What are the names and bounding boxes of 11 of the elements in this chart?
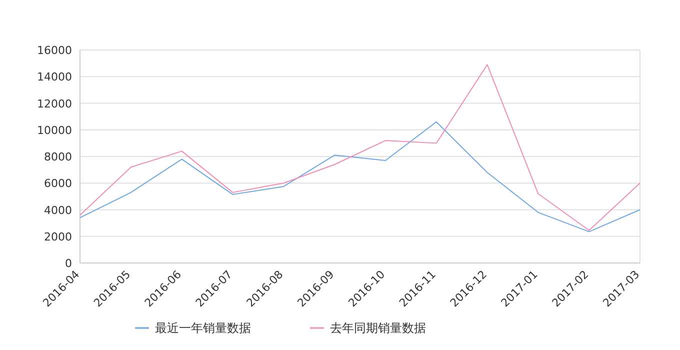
y-tick-label: 10000: [37, 124, 72, 137]
y-tick-label: 16000: [37, 44, 72, 57]
y-tick-label: 12000: [37, 97, 72, 110]
y-tick-label: 6000: [44, 177, 72, 190]
y-tick-label: 4000: [44, 204, 72, 217]
y-tick-label: 2000: [44, 230, 72, 244]
legend-label: 去年同期销量数据: [330, 321, 426, 335]
legend-label: 最近一年销量数据: [155, 321, 251, 335]
y-tick-label: 8000: [44, 150, 72, 164]
y-tick-label: 14000: [37, 70, 72, 84]
y-tick-label: 0: [65, 257, 72, 270]
